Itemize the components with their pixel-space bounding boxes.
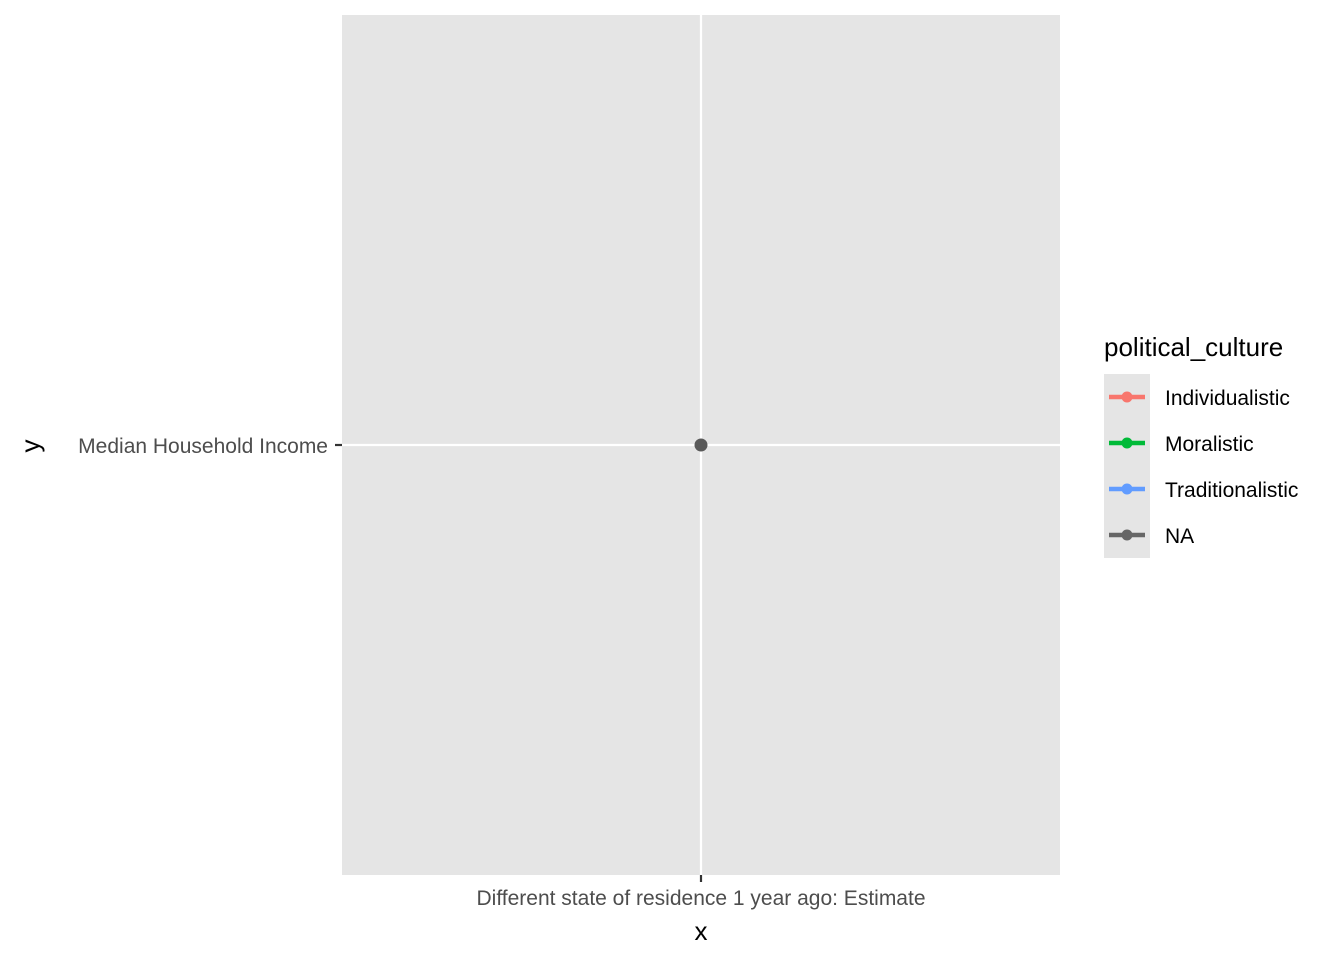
y-axis-title: y <box>15 440 45 453</box>
data-point <box>694 438 708 452</box>
legend-key-point <box>1121 437 1133 449</box>
legend-key-point <box>1121 529 1133 541</box>
x-axis-title: x <box>695 916 708 946</box>
y-tick-label: Median Household Income <box>78 435 328 458</box>
legend-title: political_culture <box>1104 332 1283 362</box>
legend-label: Traditionalistic <box>1165 479 1298 502</box>
legend-key-point <box>1121 391 1133 403</box>
legend-key-point <box>1121 483 1133 495</box>
x-tick-label: Different state of residence 1 year ago:… <box>476 887 925 910</box>
axis-ticks: Different state of residence 1 year ago:… <box>78 435 925 910</box>
legend: political_culture Individualistic Moralis… <box>1104 332 1298 558</box>
legend-label: Individualistic <box>1165 387 1290 410</box>
legend-key-background <box>1104 374 1150 558</box>
data-points <box>694 438 708 452</box>
legend-label: NA <box>1165 525 1194 548</box>
legend-label: Moralistic <box>1165 433 1254 456</box>
